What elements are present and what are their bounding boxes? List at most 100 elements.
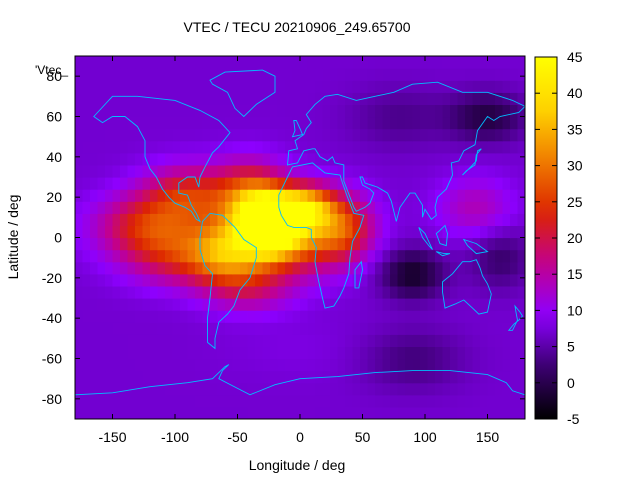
heatmap-cell [262,225,271,239]
heatmap-cell [472,189,481,202]
heatmap-cell [457,177,466,190]
heatmap-cell [105,68,114,81]
heatmap-cell [285,334,294,347]
heatmap-cell [322,164,331,178]
heatmap-cell [82,104,91,118]
heatmap-cell [255,406,264,419]
heatmap-cell [75,261,84,275]
heatmap-cell [292,310,301,323]
heatmap-cell [375,116,384,130]
heatmap-cell [345,164,354,178]
heatmap-cell [375,273,384,287]
heatmap-cell [90,358,99,372]
heatmap-cell [420,237,429,251]
heatmap-cell [465,358,474,372]
heatmap-cell [277,406,286,419]
heatmap-cell [135,298,144,311]
heatmap-cell [232,164,241,178]
heatmap-cell [157,273,166,287]
heatmap-cell [315,104,324,118]
heatmap-cell [75,322,84,335]
heatmap-cell [360,310,369,323]
heatmap-cell [435,152,444,166]
heatmap-cell [210,56,219,69]
heatmap-cell [120,322,129,335]
heatmap-cell [255,358,264,372]
heatmap-cell [510,346,519,360]
heatmap-cell [330,116,339,130]
heatmap-cell [127,68,136,81]
heatmap-cell [202,225,211,239]
heatmap-cell [405,394,414,408]
heatmap-cell [142,394,151,408]
heatmap-cell [405,225,414,239]
heatmap-cell [367,358,376,372]
heatmap-cell [502,358,511,372]
heatmap-cell [105,140,114,154]
heatmap-cell [345,237,354,251]
heatmap-cell [487,237,496,251]
heatmap-cell [240,334,249,347]
heatmap-cell [442,201,451,214]
heatmap-cell [315,177,324,190]
heatmap-cell [255,128,264,142]
heatmap-cell [397,273,406,287]
heatmap-cell [495,152,504,166]
heatmap-cell [435,177,444,190]
heatmap-cell [187,104,196,118]
heatmap-cell [322,56,331,69]
heatmap-cell [322,225,331,239]
heatmap-cell [450,201,459,214]
heatmap-cell [352,92,361,105]
heatmap-cell [240,237,249,251]
heatmap-cell [367,152,376,166]
heatmap-cell [315,68,324,81]
heatmap-cell [375,334,384,347]
heatmap-cell [210,213,219,226]
heatmap-cell [420,189,429,202]
heatmap-cell [307,249,316,263]
heatmap-cell [292,189,301,202]
heatmap-cell [472,322,481,335]
heatmap-cell [307,273,316,287]
heatmap-cell [285,346,294,360]
heatmap-cell [202,68,211,81]
heatmap-cell [337,310,346,323]
heatmap-cell [412,370,421,384]
heatmap-cell [127,249,136,263]
heatmap-cell [157,382,166,396]
heatmap-cell [427,56,436,69]
heatmap-cell [517,56,525,69]
heatmap-cell [247,346,256,360]
heatmap-cell [247,104,256,118]
heatmap-cell [382,310,391,323]
heatmap-cell [330,80,339,93]
heatmap-cell [127,189,136,202]
heatmap-cell [150,152,159,166]
heatmap-cell [457,273,466,287]
y-tick-label: -60 [42,351,62,367]
heatmap-cell [97,104,106,118]
heatmap-cell [285,370,294,384]
heatmap-cell [517,394,525,408]
heatmap-cell [322,273,331,287]
heatmap-cell [502,177,511,190]
heatmap-cell [195,298,204,311]
heatmap-cell [135,358,144,372]
heatmap-cell [427,285,436,299]
heatmap-cell [420,406,429,419]
heatmap-cell [352,201,361,214]
heatmap-cell [502,370,511,384]
heatmap-cell [195,237,204,251]
heatmap-cell [82,358,91,372]
heatmap-cell [202,152,211,166]
heatmap-cell [270,285,279,299]
heatmap-cell [502,189,511,202]
heatmap-cell [180,382,189,396]
heatmap-cell [427,382,436,396]
heatmap-cell [502,322,511,335]
heatmap-cell [180,322,189,335]
colorbar-tick-label: 45 [567,49,583,65]
heatmap-cell [165,382,174,396]
heatmap-cell [352,56,361,69]
